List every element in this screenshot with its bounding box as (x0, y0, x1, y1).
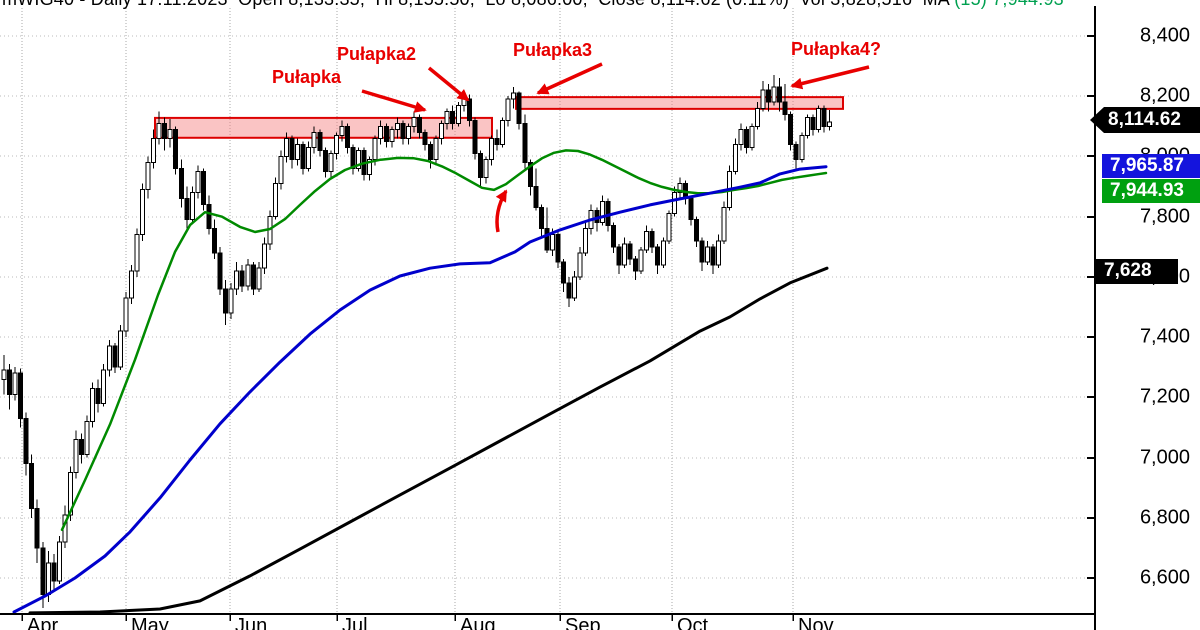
y-axis-tick-label: 7,200 (1139, 385, 1190, 408)
x-axis-month-label: Jun (235, 615, 268, 630)
axis-frame (0, 6, 1096, 630)
x-axis-month-label: Nov (798, 615, 834, 630)
annotation-pulapka3: Pułapka3 (513, 40, 593, 60)
candlesticks (1, 75, 832, 609)
x-axis-month-label: Jul (342, 615, 368, 630)
y-axis-tick-label: 8,200 (1139, 84, 1190, 107)
chart-title-indicator: (15) 7,944.93 (954, 0, 1064, 9)
x-axis-month-label: Sep (565, 615, 601, 630)
price-tag-ma-blue: 7,965.87 (1102, 154, 1200, 178)
x-axis-month-label: Apr (27, 615, 59, 630)
x-axis-month-label: Aug (460, 615, 496, 630)
y-axis-tick-label: 7,800 (1139, 205, 1190, 228)
x-axis-month-label: May (131, 615, 169, 630)
chart-title: mWIG40 - Daily 17.11.2023 Open 8,133.35,… (2, 0, 1064, 10)
annotation-arrows (361, 62, 870, 233)
price-tag-ma-green: 7,944.93 (1102, 179, 1200, 203)
moving-average-lines (12, 149, 829, 615)
ma-slow-black-line (28, 266, 829, 615)
annotation-pulapka4: Pułapka4? (791, 39, 882, 59)
y-axis-tick-label: 6,800 (1139, 506, 1190, 529)
price-tag-ma-black: 7,628 (1096, 258, 1178, 284)
price-tag-last-close: 8,114.62 (1090, 107, 1200, 133)
annotation-pulapka: Pułapka (272, 67, 342, 87)
ma-mid-blue-line (12, 165, 828, 614)
y-axis-tick-label: 8,400 (1139, 24, 1190, 47)
y-axis-tick-label: 7,000 (1139, 446, 1190, 469)
x-axis-month-label: Oct (677, 615, 709, 630)
y-axis-tick-label: 6,600 (1139, 566, 1190, 589)
annotation-pulapka2: Pułapka2 (337, 44, 417, 64)
chart-title-main: mWIG40 - Daily 17.11.2023 Open 8,133.35,… (2, 0, 954, 9)
y-axis-tick-label: 7,400 (1139, 325, 1190, 348)
